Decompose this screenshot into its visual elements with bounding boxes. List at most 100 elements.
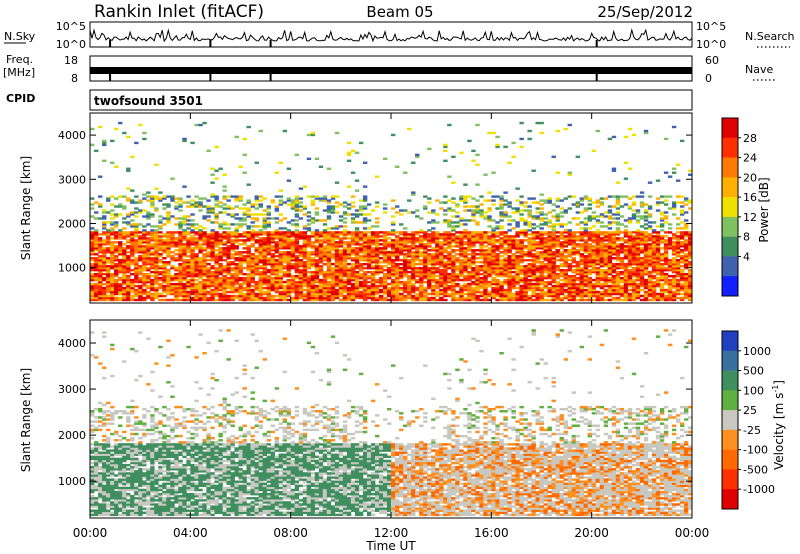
range-cell	[555, 213, 560, 216]
range-cell	[318, 266, 324, 270]
range-cell	[246, 239, 251, 242]
range-cell	[218, 235, 223, 238]
range-cell	[595, 199, 601, 202]
range-cell	[126, 298, 131, 302]
range-cell	[563, 223, 568, 226]
range-cell	[310, 247, 316, 250]
range-cell	[122, 231, 127, 234]
range-cell	[222, 268, 227, 272]
range-cell	[503, 263, 508, 266]
range-cell	[202, 292, 207, 296]
range-cell	[334, 266, 340, 270]
range-cell	[358, 237, 364, 240]
range-cell	[471, 253, 476, 256]
range-cell	[587, 261, 593, 264]
range-cell	[519, 255, 524, 258]
range-cell	[246, 233, 251, 236]
range-cell	[290, 243, 296, 246]
range-cell	[547, 255, 552, 258]
range-cell	[403, 298, 408, 302]
range-cell	[266, 223, 271, 226]
range-cell	[443, 288, 448, 292]
range-cell	[555, 255, 560, 258]
range-cell	[431, 249, 436, 252]
range-cell	[366, 243, 372, 246]
range-cell	[218, 286, 223, 290]
range-cell	[399, 296, 404, 300]
range-cell	[511, 245, 516, 248]
range-cell	[118, 121, 123, 125]
range-cell	[555, 199, 560, 202]
range-cell	[158, 266, 163, 270]
range-cell	[515, 286, 520, 290]
range-cell	[318, 288, 324, 292]
range-cell	[246, 255, 251, 258]
range-cell	[415, 153, 420, 157]
range-cell	[146, 199, 151, 202]
range-cell	[423, 268, 428, 272]
range-cell	[423, 231, 428, 234]
range-cell	[543, 247, 548, 250]
range-cell	[210, 229, 215, 232]
range-cell	[346, 243, 352, 246]
range-cell	[362, 263, 368, 266]
range-cell	[310, 217, 316, 220]
range-cell	[274, 221, 280, 224]
range-cell	[358, 272, 364, 276]
range-cell	[451, 280, 456, 284]
range-cell	[174, 298, 179, 302]
range-cell	[150, 253, 155, 256]
range-cell	[435, 294, 440, 298]
range-cell	[619, 215, 625, 218]
range-cell	[547, 261, 552, 264]
range-cell	[559, 253, 564, 256]
range-cell	[427, 272, 432, 276]
range-cell	[362, 231, 368, 234]
range-cell	[447, 272, 452, 276]
range-cell	[467, 292, 472, 296]
range-cell	[431, 290, 436, 294]
range-cell	[110, 280, 115, 284]
range-cell	[202, 239, 207, 242]
range-cell	[411, 268, 416, 272]
range-cell	[495, 253, 500, 256]
range-cell	[451, 257, 456, 260]
range-cell	[302, 247, 308, 250]
range-cell	[278, 247, 284, 250]
range-cell	[467, 274, 472, 278]
range-cell	[210, 282, 215, 286]
range-cell	[350, 239, 356, 242]
range-cell	[431, 247, 436, 250]
range-cell	[214, 280, 219, 284]
range-cell	[262, 265, 267, 268]
range-cell	[623, 284, 629, 288]
range-cell	[346, 241, 352, 244]
range-cell	[479, 233, 484, 236]
range-cell	[374, 296, 380, 300]
range-cell	[362, 298, 368, 302]
range-cell	[395, 296, 400, 300]
range-cell	[487, 191, 492, 194]
range-cell	[342, 243, 348, 246]
range-cell	[94, 241, 99, 244]
range-cell	[162, 265, 167, 268]
range-cell	[238, 278, 243, 282]
range-cell	[443, 221, 448, 224]
range-cell	[186, 270, 191, 274]
range-cell	[162, 274, 167, 278]
range-cell	[607, 263, 613, 266]
range-cell	[270, 296, 276, 300]
range-cell	[294, 223, 300, 226]
range-cell	[599, 253, 605, 256]
range-cell	[134, 251, 139, 254]
range-cell	[491, 263, 496, 266]
range-cell	[322, 257, 328, 260]
range-cell	[563, 284, 568, 288]
range-cell	[515, 282, 520, 286]
range-cell	[166, 231, 171, 234]
range-cell	[266, 257, 271, 260]
range-cell	[575, 211, 581, 214]
range-cell	[278, 227, 284, 230]
range-cell	[302, 213, 308, 216]
range-cell	[591, 253, 597, 256]
